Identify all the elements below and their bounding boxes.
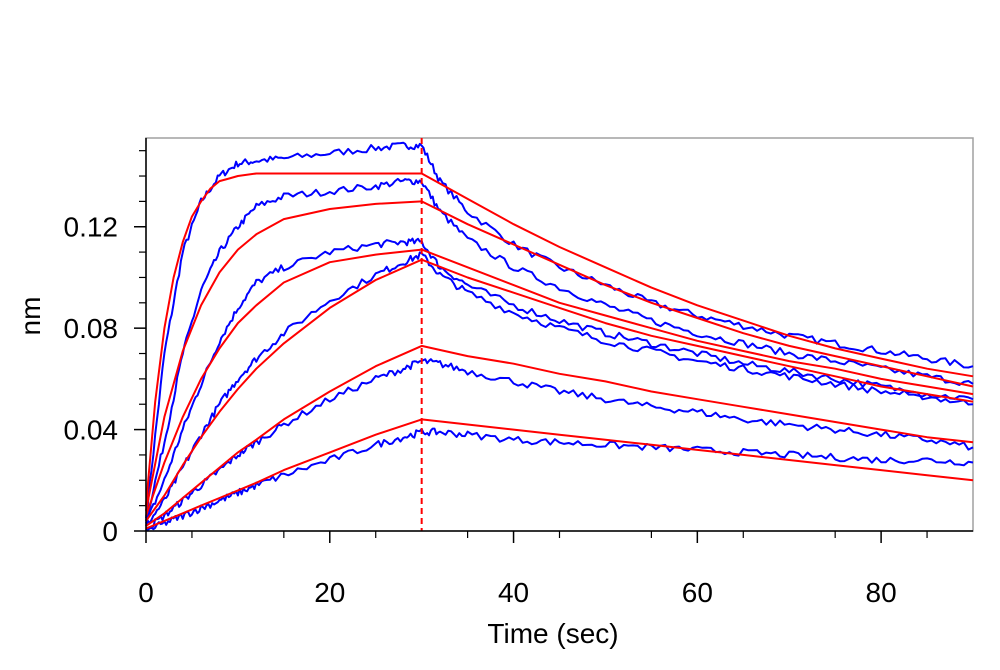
x-tick-label: 60 [682,577,713,608]
x-tick-label: 40 [498,577,529,608]
minor-ticks [139,150,928,538]
measured-curve-1 [145,141,974,519]
measured-curve-6 [145,427,974,532]
x-axis-title: Time (sec) [487,618,618,649]
x-axis-ticks: 0 20 40 60 80 [138,531,897,608]
series-layer [145,141,974,532]
x-tick-label: 20 [314,577,345,608]
y-tick-label: 0.08 [64,313,119,344]
y-tick-label: 0 [102,516,118,547]
measured-curve-3 [145,237,974,524]
y-axis-title: nm [15,297,46,336]
x-tick-label: 80 [866,577,897,608]
fit-curve-12 [145,418,974,530]
fit-curve-11 [145,344,974,527]
y-axis-ticks: 0 0.04 0.08 0.12 [64,212,146,547]
fit-curve-9 [145,248,974,517]
fit-curve-10 [145,258,974,522]
plot-area-frame [145,137,974,532]
fit-curve-7 [145,172,974,506]
y-tick-label: 0.04 [64,415,119,446]
y-tick-label: 0.12 [64,212,119,243]
measured-curve-4 [145,251,974,527]
x-tick-label: 0 [138,577,154,608]
fit-curve-8 [145,200,974,511]
